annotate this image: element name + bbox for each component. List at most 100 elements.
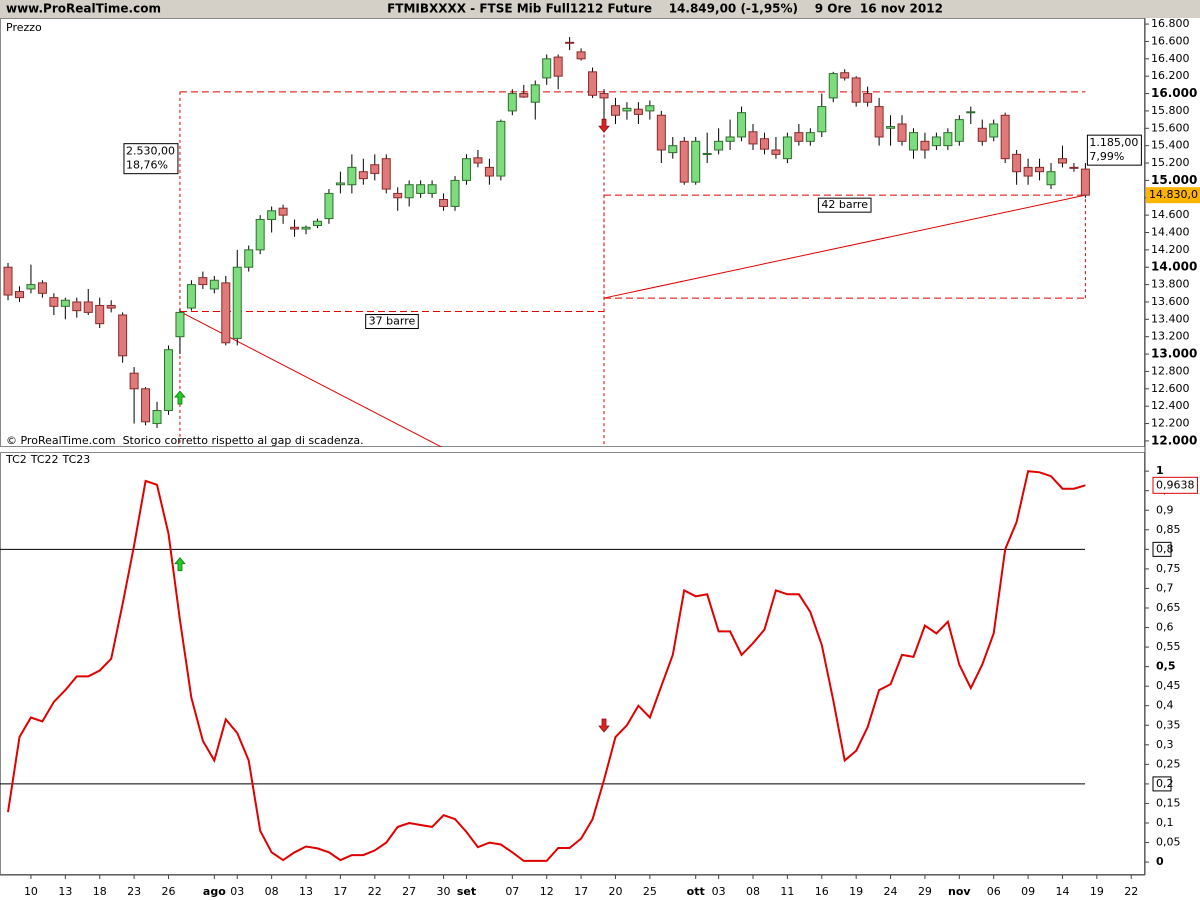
candle-body (416, 184, 426, 194)
candle-body (370, 164, 380, 174)
last-value-label: 0,9638 (1156, 478, 1195, 491)
candle-body (484, 166, 494, 177)
y-tick-label: 0,2 (1156, 777, 1174, 790)
y-tick-label: 14.400 (1151, 226, 1190, 239)
y-tick-label: 15.000 (1151, 173, 1197, 187)
candle-body (209, 279, 219, 290)
x-tick-label: nov (948, 885, 971, 898)
y-tick-label: 0,65 (1156, 601, 1181, 614)
y-tick-label: 0,1 (1156, 816, 1174, 829)
candle-body (255, 218, 265, 251)
candle-body (863, 93, 873, 103)
instrument-title: FTMIBXXXX - FTSE Mib Full1212 Future 14.… (387, 2, 943, 16)
y-tick-label: 13.200 (1151, 330, 1190, 343)
y-tick-label: 0,35 (1156, 718, 1181, 731)
x-tick-label: 14 (1055, 885, 1069, 898)
candle-body (840, 72, 850, 79)
candle-body (26, 284, 36, 290)
x-tick-label: 24 (884, 885, 898, 898)
last-price-box (1146, 187, 1200, 204)
x-tick-label: 08 (746, 885, 760, 898)
candle-body (232, 266, 242, 339)
x-tick-label: ott (687, 885, 705, 898)
candle-body (83, 301, 93, 313)
candle-body (106, 304, 116, 309)
candle-body (163, 349, 173, 412)
candle-body (737, 112, 747, 138)
y-tick-label: 1 (1156, 464, 1164, 477)
candle-body (794, 132, 804, 142)
candle-body (610, 105, 620, 116)
x-tick-label: 09 (1021, 885, 1035, 898)
candle-body (473, 157, 483, 164)
measure-change: 2.530,00 (126, 145, 175, 158)
candle-body (1000, 114, 1010, 160)
legend-entry: TC23 (62, 453, 91, 466)
candle-body (221, 282, 231, 344)
y-tick-label: 13.400 (1151, 312, 1190, 325)
x-tick-label: 23 (127, 885, 141, 898)
x-tick-label: 27 (402, 885, 416, 898)
candle-body (14, 291, 24, 299)
x-tick-label: 13 (58, 885, 72, 898)
candle-body (542, 58, 552, 79)
x-tick-label: 30 (437, 885, 451, 898)
last-value-box (1152, 476, 1198, 494)
candle-body (576, 51, 586, 60)
y-tick-label: 0,7 (1156, 581, 1174, 594)
x-tick-label: 18 (93, 885, 107, 898)
y-tick-label: 0,8 (1156, 542, 1174, 555)
x-tick-label: 03 (230, 885, 244, 898)
y-tick-label: 14.600 (1151, 208, 1190, 221)
y-tick-label: 0,05 (1156, 836, 1181, 849)
level-label-box (1152, 541, 1172, 557)
candle-body (519, 93, 529, 98)
price-plot (3, 37, 1090, 447)
candle-body (530, 84, 540, 103)
measure-label-box (123, 143, 179, 175)
candle-body (1035, 166, 1045, 173)
candle-body (450, 179, 460, 207)
x-tick-label: 16 (815, 885, 829, 898)
x-tick-label: 10 (24, 885, 38, 898)
candle-body (702, 152, 712, 155)
y-tick-label: 16.600 (1151, 34, 1190, 47)
candle-body (748, 131, 758, 145)
candle-body (496, 120, 506, 177)
legend-entry: TC22 (30, 453, 59, 466)
candle-body (175, 311, 185, 338)
candle-body (324, 192, 334, 220)
x-tick-label: 03 (712, 885, 726, 898)
candle-body (759, 138, 769, 150)
axes: 16.800 16.600 16.400 16.200 16.000 15.800 15.6… (24, 17, 1200, 898)
measure-label-box (1086, 134, 1142, 166)
candle-body (725, 136, 735, 142)
candle-body (622, 107, 632, 112)
candle-body (244, 249, 254, 268)
level-label-box (1152, 776, 1172, 792)
candle-body (817, 106, 827, 133)
y-tick-label: 13.000 (1151, 347, 1197, 361)
y-tick-label: 16.400 (1151, 52, 1190, 65)
x-tick-label: 20 (608, 885, 622, 898)
y-tick-label: 15.600 (1151, 121, 1190, 134)
candle-body (874, 106, 884, 138)
x-tick-label: 29 (918, 885, 932, 898)
y-tick-label: 0,15 (1156, 796, 1181, 809)
candle-body (565, 41, 575, 44)
buy-signal (174, 390, 186, 405)
candle-body (851, 77, 861, 103)
y-tick-label: 16.800 (1151, 17, 1190, 30)
candle-body (588, 71, 598, 96)
candle-body (461, 158, 471, 181)
candle-body (439, 199, 449, 207)
candle-body (599, 93, 609, 99)
site-name[interactable]: www.ProRealTime.com (6, 2, 161, 16)
candle-body (828, 73, 838, 99)
candle-body (805, 132, 815, 142)
x-tick-label: 17 (574, 885, 588, 898)
x-tick-label: 11 (780, 885, 794, 898)
x-tick-label: 25 (643, 885, 657, 898)
candle-body (679, 140, 689, 183)
